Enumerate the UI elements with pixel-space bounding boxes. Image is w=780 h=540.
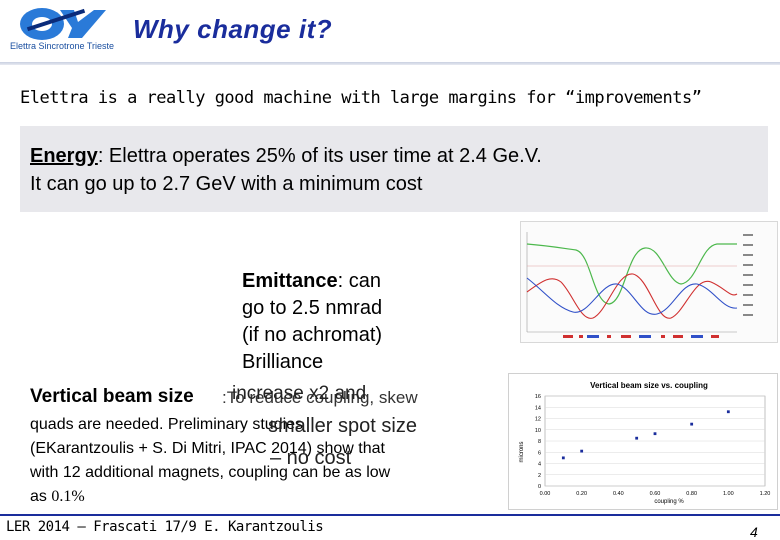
page-number: 4 [750,524,758,540]
page-title: Why change it? [133,14,333,44]
y-tick-label: 8 [538,439,541,445]
vertical-beam-size-body: quads are needed. Preliminary studies (E… [30,416,391,505]
elettra-logo [20,8,106,40]
x-tick-label: 0.80 [686,491,697,497]
y-tick-label: 14 [535,405,541,411]
lattice-functions-plot [520,221,778,343]
x-tick-label: 0.60 [650,491,661,497]
coupling-scatter-chart: Vertical beam size vs. coupling microns … [508,373,778,510]
logo-caption: Elettra Sincrotrone Trieste [10,41,115,51]
y-tick-label: 4 [538,462,541,468]
data-point [653,432,657,436]
vertical-beam-size-keyword: Vertical beam size [30,386,194,407]
brilliance-overlay-text: increase x2 and [232,383,367,404]
vertical-beam-size-suffix: :To reduce coupling, skew [222,388,418,407]
header [0,0,780,60]
emittance-keyword: Emittance [242,270,338,292]
lead-text: Elettra is a really good machine with la… [20,88,702,108]
x-tick-label: 0.00 [540,491,551,497]
energy-highlight-box [20,126,768,212]
energy-keyword: Energy [30,145,98,167]
chart-ylabel: microns [519,441,525,462]
spot-size-overlay-text: smaller spot size [268,415,417,437]
data-point [580,449,584,453]
y-tick-label: 6 [538,450,541,456]
no-cost-overlay-text: – no cost [270,447,352,469]
y-tick-label: 0 [538,484,541,490]
data-point [726,410,730,414]
y-tick-label: 10 [535,428,541,434]
footer-divider [0,514,780,516]
data-point [690,422,694,426]
y-tick-label: 2 [538,473,541,479]
y-tick-label: 16 [535,394,541,400]
x-tick-label: 0.40 [613,491,624,497]
energy-text: Energy: Elettra operates 25% of its user… [30,145,542,195]
chart-xlabel: coupling % [654,499,684,505]
footer-credit: LER 2014 – Frascati 17/9 E. Karantzoulis [6,519,324,535]
title-divider [0,62,780,65]
x-tick-label: 0.20 [576,491,587,497]
data-point [561,456,565,460]
y-tick-label: 12 [535,417,541,423]
x-tick-label: 1.20 [760,491,771,497]
chart-title: Vertical beam size vs. coupling [590,381,708,390]
x-tick-label: 1.00 [723,491,734,497]
emittance-text: Emittance: can go to 2.5 nmrad (if no ac… [242,270,383,370]
data-point [635,436,639,440]
